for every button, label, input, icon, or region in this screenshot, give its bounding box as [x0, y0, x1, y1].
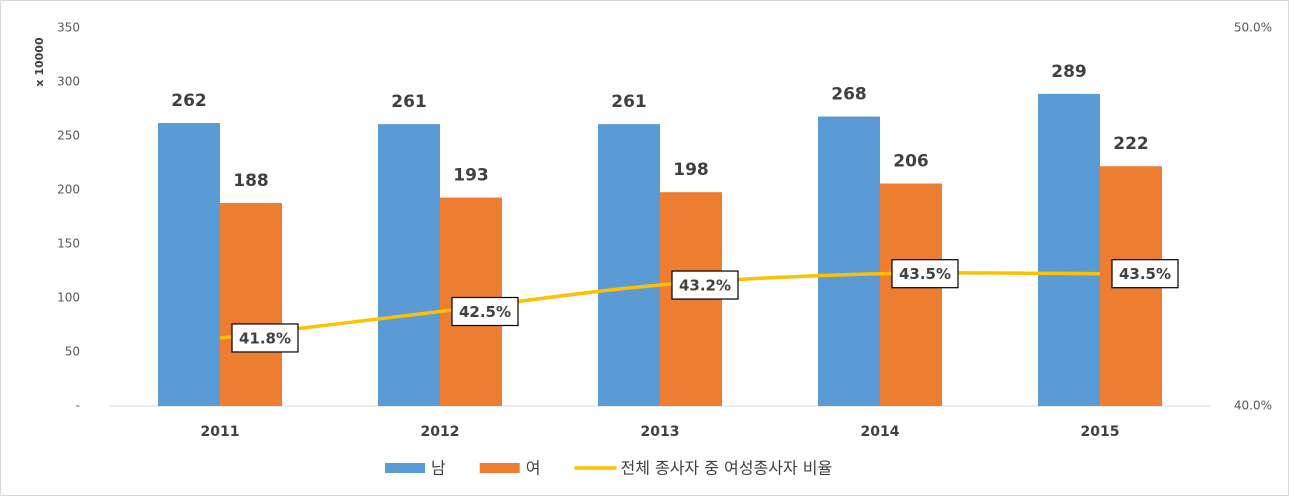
bar	[598, 124, 660, 407]
legend-label: 전체 종사자 중 여성종사자 비율	[620, 459, 832, 478]
bar	[818, 116, 880, 406]
bar	[220, 202, 282, 406]
y-tick-label: 250	[57, 129, 80, 143]
line-value-label: 41.8%	[239, 329, 291, 347]
bar-value-label: 268	[831, 85, 867, 105]
line-label-box	[891, 259, 959, 289]
y-tick-label: 100	[57, 291, 80, 305]
y-tick-label: 350	[57, 21, 80, 35]
line-label-box	[671, 270, 739, 300]
line-value-label: 43.2%	[679, 277, 731, 295]
y2-tick-label: 40.0%	[1234, 399, 1272, 413]
y-tick-label: 200	[57, 183, 80, 197]
bar-value-label: 261	[611, 92, 647, 112]
y2-tick-label: 50.0%	[1234, 21, 1272, 35]
legend-swatch	[385, 463, 425, 473]
bar-value-label: 206	[893, 152, 929, 172]
bar-value-label: 289	[1051, 62, 1087, 82]
x-tick-label: 2011	[201, 424, 240, 440]
line-label-box	[231, 323, 299, 353]
x-tick-label: 2013	[641, 424, 680, 440]
x-tick-label: 2014	[861, 424, 900, 440]
bar-value-label: 188	[233, 171, 269, 191]
bar	[880, 183, 942, 406]
legend-label: 남	[431, 459, 446, 478]
y-tick-label: 300	[57, 75, 80, 89]
x-tick-label: 2012	[421, 424, 460, 440]
line-value-label: 43.5%	[1119, 265, 1171, 283]
line-label-box	[451, 296, 519, 327]
bar-value-label: 193	[453, 166, 489, 186]
line-value-label: 42.5%	[459, 303, 511, 321]
bar	[1038, 93, 1100, 406]
y-tick-label: -	[76, 399, 80, 413]
line-label-box	[1111, 259, 1179, 289]
bar-value-label: 261	[391, 92, 427, 112]
y-axis-label: x 10000	[33, 37, 46, 87]
bar	[158, 123, 220, 406]
x-tick-label: 2015	[1081, 424, 1120, 440]
bar-value-label: 222	[1113, 134, 1149, 154]
legend-label: 여	[526, 459, 541, 478]
y-tick-label: 50	[65, 345, 80, 359]
y-tick-label: 150	[57, 237, 80, 251]
legend-swatch	[479, 463, 520, 473]
bar-value-label: 198	[673, 160, 709, 180]
bar	[378, 124, 440, 407]
bar-value-label: 262	[171, 91, 207, 111]
line-value-label: 43.5%	[899, 265, 951, 283]
